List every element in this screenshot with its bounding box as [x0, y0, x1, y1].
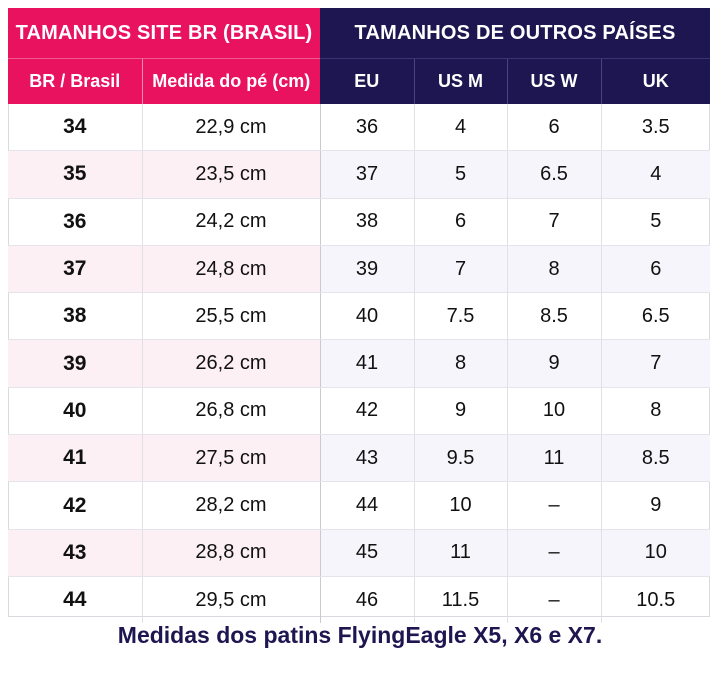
cell-eu: 37	[319, 150, 414, 199]
cell-uk: 6	[600, 245, 711, 294]
cell-uk: 6.5	[600, 292, 711, 341]
table-row: 36 24,2 cm 38 6 7 5	[8, 198, 711, 246]
cell-foot-length: 25,5 cm	[141, 292, 320, 341]
cell-us-m: 7.5	[413, 292, 507, 341]
cell-uk: 8	[600, 387, 711, 436]
column-header-uk: UK	[600, 58, 711, 104]
cell-us-w: 8	[506, 245, 601, 294]
cell-br-size: 37	[8, 245, 142, 294]
cell-us-w: 10	[506, 387, 601, 436]
size-chart-table: TAMANHOS SITE BR (BRASIL) TAMANHOS DE OU…	[8, 8, 711, 624]
cell-eu: 41	[319, 339, 414, 388]
column-header-foot-length: Medida do pé (cm)	[141, 58, 320, 104]
cell-us-m: 8	[413, 339, 507, 388]
cell-us-w: 6	[506, 104, 601, 152]
cell-eu: 40	[319, 292, 414, 341]
table-row: 37 24,8 cm 39 7 8 6	[8, 245, 711, 294]
cell-br-size: 36	[8, 198, 142, 246]
cell-us-m: 7	[413, 245, 507, 294]
cell-foot-length: 27,5 cm	[141, 434, 320, 483]
header-group-other-countries: TAMANHOS DE OUTROS PAÍSES	[320, 8, 711, 59]
cell-eu: 43	[319, 434, 414, 483]
column-header-br-size: BR / Brasil	[8, 58, 142, 104]
cell-uk: 3.5	[600, 104, 711, 152]
cell-us-w: –	[506, 481, 601, 530]
cell-eu: 42	[319, 387, 414, 436]
cell-us-m: 4	[413, 104, 507, 152]
cell-foot-length: 24,8 cm	[141, 245, 320, 294]
cell-foot-length: 24,2 cm	[141, 198, 320, 246]
cell-uk: 5	[600, 198, 711, 246]
cell-br-size: 42	[8, 481, 142, 530]
table-row: 41 27,5 cm 43 9.5 11 8.5	[8, 434, 711, 483]
cell-us-w: 9	[506, 339, 601, 388]
cell-eu: 39	[319, 245, 414, 294]
cell-foot-length: 28,2 cm	[141, 481, 320, 530]
cell-us-w: 8.5	[506, 292, 601, 341]
cell-foot-length: 29,5 cm	[141, 576, 320, 624]
table-row: 38 25,5 cm 40 7.5 8.5 6.5	[8, 292, 711, 341]
table-row: 42 28,2 cm 44 10 – 9	[8, 481, 711, 530]
cell-us-m: 11	[413, 529, 507, 577]
cell-br-size: 38	[8, 292, 142, 341]
cell-uk: 7	[600, 339, 711, 388]
cell-br-size: 43	[8, 529, 142, 577]
cell-eu: 44	[319, 481, 414, 530]
cell-us-m: 10	[413, 481, 507, 530]
cell-br-size: 39	[8, 339, 142, 388]
cell-br-size: 34	[8, 104, 142, 152]
cell-us-m: 9	[413, 387, 507, 436]
cell-us-m: 9.5	[413, 434, 507, 483]
cell-eu: 36	[319, 104, 414, 152]
table-row: 34 22,9 cm 36 4 6 3.5	[8, 104, 711, 152]
cell-foot-length: 22,9 cm	[141, 104, 320, 152]
footer-caption: Medidas dos patins FlyingEagle X5, X6 e …	[117, 622, 603, 648]
cell-us-m: 6	[413, 198, 507, 246]
table-row: 39 26,2 cm 41 8 9 7	[8, 339, 711, 388]
cell-br-size: 35	[8, 150, 142, 199]
cell-uk: 9	[600, 481, 711, 530]
cell-us-w: 7	[506, 198, 601, 246]
column-header-us-w: US W	[506, 58, 601, 104]
cell-foot-length: 26,8 cm	[141, 387, 320, 436]
cell-foot-length: 23,5 cm	[141, 150, 320, 199]
table-row: 35 23,5 cm 37 5 6.5 4	[8, 150, 711, 199]
cell-uk: 10.5	[600, 576, 711, 624]
column-header-eu: EU	[320, 58, 414, 104]
cell-uk: 8.5	[600, 434, 711, 483]
header-group-br: TAMANHOS SITE BR (BRASIL)	[8, 8, 320, 59]
cell-eu: 46	[319, 576, 414, 624]
cell-uk: 4	[600, 150, 711, 199]
cell-eu: 45	[319, 529, 414, 577]
cell-foot-length: 28,8 cm	[141, 529, 320, 577]
cell-br-size: 41	[8, 434, 142, 483]
cell-us-m: 11.5	[413, 576, 507, 624]
cell-br-size: 44	[63, 588, 87, 612]
cell-us-w: –	[506, 576, 601, 624]
cell-us-m: 5	[413, 150, 507, 199]
cell-uk: 10	[600, 529, 711, 577]
cell-us-w: 6.5	[506, 150, 601, 199]
cell-br-size: 40	[8, 387, 142, 436]
cell-eu: 38	[319, 198, 414, 246]
table-row: 44 29,5 cm 46 11.5 – 10.5	[8, 576, 711, 624]
cell-us-w: 11	[506, 434, 601, 483]
column-header-us-m: US M	[413, 58, 507, 104]
table-row: 40 26,8 cm 42 9 10 8	[8, 387, 711, 436]
cell-us-w: –	[506, 529, 601, 577]
cell-foot-length: 26,2 cm	[141, 339, 320, 388]
table-row: 43 28,8 cm 45 11 – 10	[8, 529, 711, 577]
